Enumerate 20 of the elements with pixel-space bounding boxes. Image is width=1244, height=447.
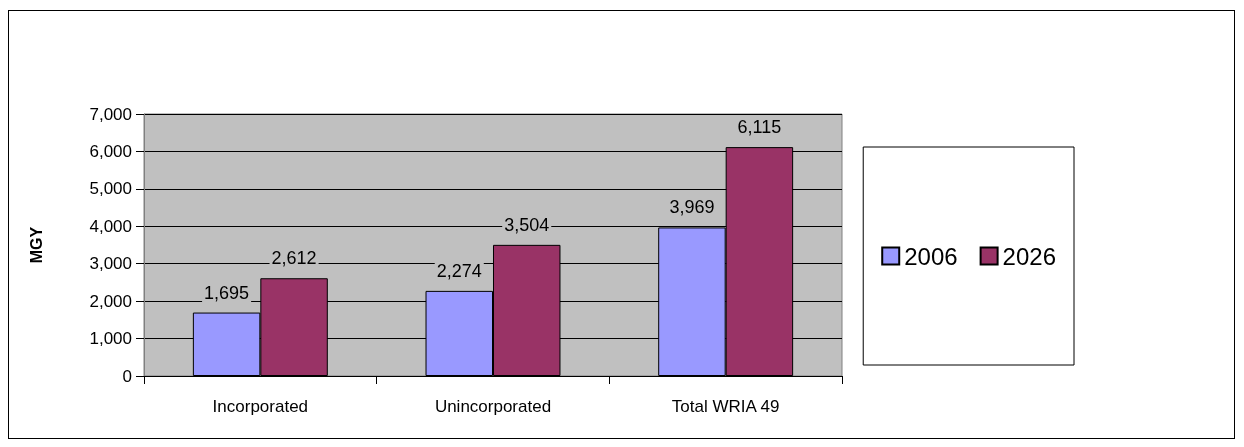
data-label: 3,504: [504, 214, 550, 235]
y-tick-label: 1,000: [89, 329, 132, 349]
y-tick-label: 0: [122, 366, 132, 386]
data-label: 6,115: [737, 117, 782, 138]
y-tick-label: 5,000: [89, 179, 132, 199]
x-tick-label: Unincorporated: [434, 397, 552, 416]
y-tick-label: 4,000: [89, 216, 132, 236]
y-tick-label: 7,000: [89, 104, 132, 124]
data-label: 3,969: [669, 197, 715, 218]
x-tick-label: Incorporated: [212, 397, 309, 416]
data-label: 2,612: [271, 248, 317, 269]
data-label: 2,274: [436, 260, 482, 281]
y-tick-label: 3,000: [89, 254, 132, 274]
y-tick-label: 2,000: [89, 291, 132, 311]
legend-label: 2026: [1002, 242, 1056, 270]
y-tick-label: 6,000: [89, 141, 132, 161]
legend-label: 2006: [904, 242, 958, 270]
data-label: 1,695: [204, 282, 250, 303]
x-tick-label: Total WRIA 49: [671, 397, 780, 416]
y-axis-title: MGY: [27, 226, 45, 264]
